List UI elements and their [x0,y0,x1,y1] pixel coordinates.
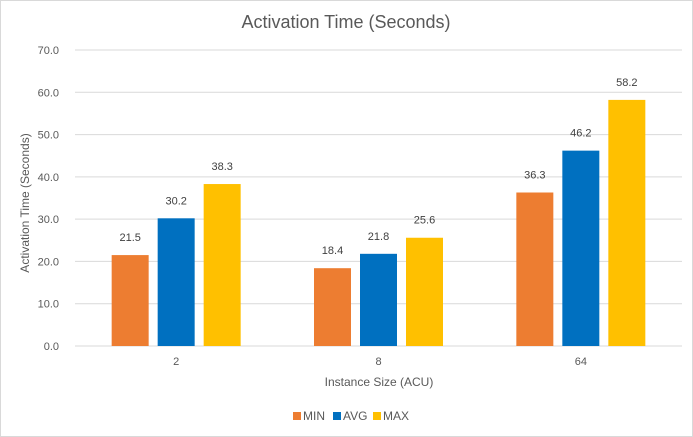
bar-min-2 [111,255,149,346]
data-labels: 21.5 30.2 38.3 18.4 21.8 25.6 36.3 46.2 58.2 [119,77,637,257]
data-label: 30.2 [165,195,186,207]
x-tick-label: 2 [173,356,179,368]
legend-label-max: MAX [383,409,409,423]
bar-max-8 [406,237,443,346]
bar-avg-2 [157,218,195,346]
legend-swatch-max [373,412,381,420]
y-tick-label: 60.0 [38,87,59,99]
x-axis-title: Instance Size (ACU) [325,375,434,389]
bar-avg-8 [360,253,397,346]
data-label: 58.2 [616,77,637,89]
bar-avg-64 [562,150,600,346]
bar-max-64 [608,99,646,346]
x-axis-ticks: 2 8 64 [173,356,587,368]
legend: MIN AVG MAX [293,409,409,423]
data-label: 18.4 [322,245,343,257]
y-tick-label: 10.0 [38,299,59,311]
chart-title: Activation Time (Seconds) [241,12,450,32]
legend-swatch-min [293,412,301,420]
data-label: 36.3 [524,170,545,182]
legend-label-avg: AVG [343,409,367,423]
y-tick-label: 30.0 [38,214,59,226]
x-tick-label: 8 [375,356,381,368]
y-tick-label: 20.0 [38,256,59,268]
y-axis-title: Activation Time (Seconds) [18,133,32,272]
data-label: 21.5 [119,232,140,244]
data-label: 46.2 [570,128,591,140]
legend-label-min: MIN [303,409,325,423]
data-label: 21.8 [368,231,389,243]
legend-swatch-avg [333,412,341,420]
data-label: 25.6 [414,215,435,227]
y-tick-label: 70.0 [38,45,59,57]
bar-min-8 [314,268,351,346]
bars [111,99,646,346]
data-label: 38.3 [211,161,232,173]
y-tick-label: 0.0 [44,341,59,353]
y-tick-label: 50.0 [38,130,59,142]
bar-min-64 [516,192,554,346]
x-tick-label: 64 [575,356,587,368]
bar-max-2 [203,184,241,346]
y-tick-label: 40.0 [38,172,59,184]
y-axis-ticks: 0.0 10.0 20.0 30.0 40.0 50.0 60.0 70.0 [38,45,59,353]
